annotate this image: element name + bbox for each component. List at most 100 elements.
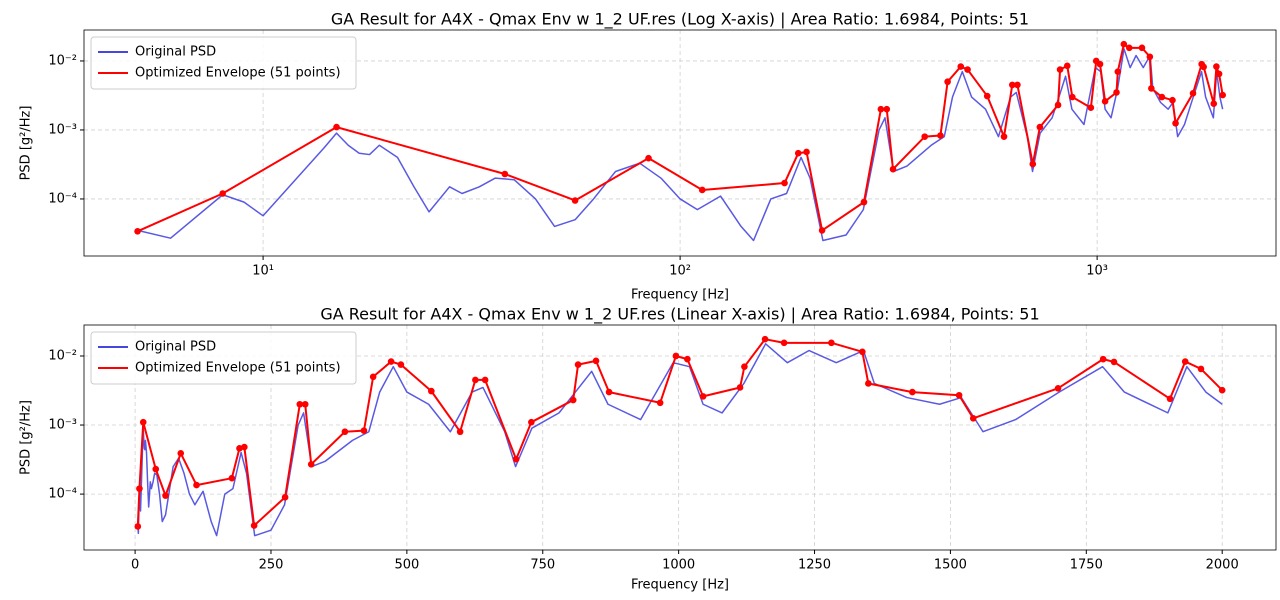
data-point: [136, 485, 143, 492]
data-point: [219, 190, 226, 197]
legend-box: [90, 36, 357, 90]
data-point: [1146, 53, 1154, 61]
data-point: [957, 63, 965, 70]
data-point: [1200, 63, 1207, 71]
data-point: [1120, 40, 1128, 48]
data-point: [1213, 63, 1220, 70]
data-point: [780, 339, 788, 347]
data-point: [1189, 89, 1197, 97]
data-point: [1219, 91, 1226, 99]
data-point: [1110, 358, 1118, 366]
x-tick-label: 10²: [669, 264, 691, 279]
x-tick-label: 250: [259, 558, 284, 573]
data-point: [1014, 81, 1021, 89]
data-point: [177, 449, 185, 457]
legend: Original PSD Optimized Envelope (51 point…: [90, 331, 357, 385]
data-point: [1063, 62, 1071, 70]
data-point: [860, 198, 868, 206]
chart-title: GA Result for A4X - Qmax Env w 1_2 UF.re…: [331, 10, 1029, 30]
data-point: [369, 373, 377, 381]
y-tick-label: 10⁻⁴: [48, 191, 77, 206]
data-point: [501, 170, 509, 178]
data-point: [296, 400, 304, 408]
data-point: [1069, 93, 1076, 101]
data-point: [1056, 66, 1064, 73]
data-point: [241, 443, 248, 451]
legend-box: [90, 331, 357, 385]
data-point: [889, 165, 897, 173]
data-point: [1113, 89, 1120, 96]
data-point: [1166, 395, 1174, 403]
data-point: [1148, 85, 1155, 92]
legend-label: Original PSD: [135, 45, 216, 60]
data-point: [387, 358, 395, 365]
y-tick-label: 10⁻²: [48, 348, 77, 363]
data-point: [341, 428, 349, 436]
data-point: [1114, 68, 1122, 75]
x-axis-label: Frequency [Hz]: [631, 288, 729, 303]
data-point: [684, 355, 691, 363]
subplot: GA Result for A4X - Qmax Env w 1_2 UF.re…: [19, 305, 1277, 593]
series-line: [137, 343, 1223, 537]
data-point: [955, 391, 963, 399]
data-point: [1181, 358, 1189, 365]
legend-label: Original PSD: [135, 340, 216, 355]
subplot: GA Result for A4X - Qmax Env w 1_2 UF.re…: [19, 10, 1277, 303]
data-point: [360, 427, 368, 434]
y-tick-label: 10⁻⁴: [48, 487, 77, 502]
data-point: [134, 523, 142, 530]
data-point: [1036, 123, 1044, 131]
data-point: [1054, 101, 1062, 109]
data-point: [859, 348, 866, 356]
x-tick-label: 10¹: [252, 264, 274, 279]
plot-frame: [83, 29, 1277, 257]
data-point: [1101, 98, 1109, 105]
data-point: [1210, 100, 1218, 108]
data-point: [964, 66, 971, 73]
x-tick-label: 1750: [1070, 558, 1103, 573]
data-point: [818, 227, 826, 234]
y-tick-label: 10⁻²: [48, 53, 77, 68]
data-point: [865, 380, 872, 387]
data-point: [528, 418, 535, 426]
data-point: [1197, 365, 1205, 373]
data-point: [228, 474, 236, 482]
data-point: [794, 149, 802, 157]
legend-label: Optimized Envelope (51 points): [135, 66, 341, 81]
data-point: [944, 78, 951, 86]
data-point: [883, 105, 891, 113]
plot-frame: [83, 324, 1277, 551]
data-point: [1172, 119, 1179, 127]
data-point: [301, 400, 309, 408]
x-tick-label: 500: [394, 558, 419, 573]
data-point: [672, 352, 680, 360]
x-axis-label: Frequency [Hz]: [631, 578, 729, 593]
x-tick-label: 2000: [1206, 558, 1239, 573]
data-point: [781, 179, 788, 187]
x-tick-label: 0: [131, 558, 139, 573]
data-point: [250, 522, 258, 529]
data-point: [333, 123, 340, 131]
y-tick-label: 10⁻³: [48, 418, 77, 433]
data-point: [983, 92, 991, 100]
data-point: [281, 493, 289, 501]
chart-title: GA Result for A4X - Qmax Env w 1_2 UF.re…: [320, 305, 1039, 325]
data-point: [741, 363, 748, 370]
data-point: [736, 384, 744, 391]
x-tick-label: 750: [530, 558, 555, 573]
data-point: [1096, 60, 1104, 68]
data-point: [193, 481, 200, 489]
data-point: [605, 388, 613, 396]
x-tick-label: 1500: [934, 558, 967, 573]
data-point: [909, 388, 916, 396]
data-point: [937, 132, 944, 139]
data-point: [803, 148, 810, 156]
data-point: [592, 357, 600, 365]
data-point: [428, 387, 435, 395]
data-point: [1087, 104, 1095, 112]
data-point: [569, 396, 577, 404]
series-line: [137, 48, 1224, 242]
data-point: [1099, 355, 1107, 363]
data-point: [162, 492, 169, 499]
